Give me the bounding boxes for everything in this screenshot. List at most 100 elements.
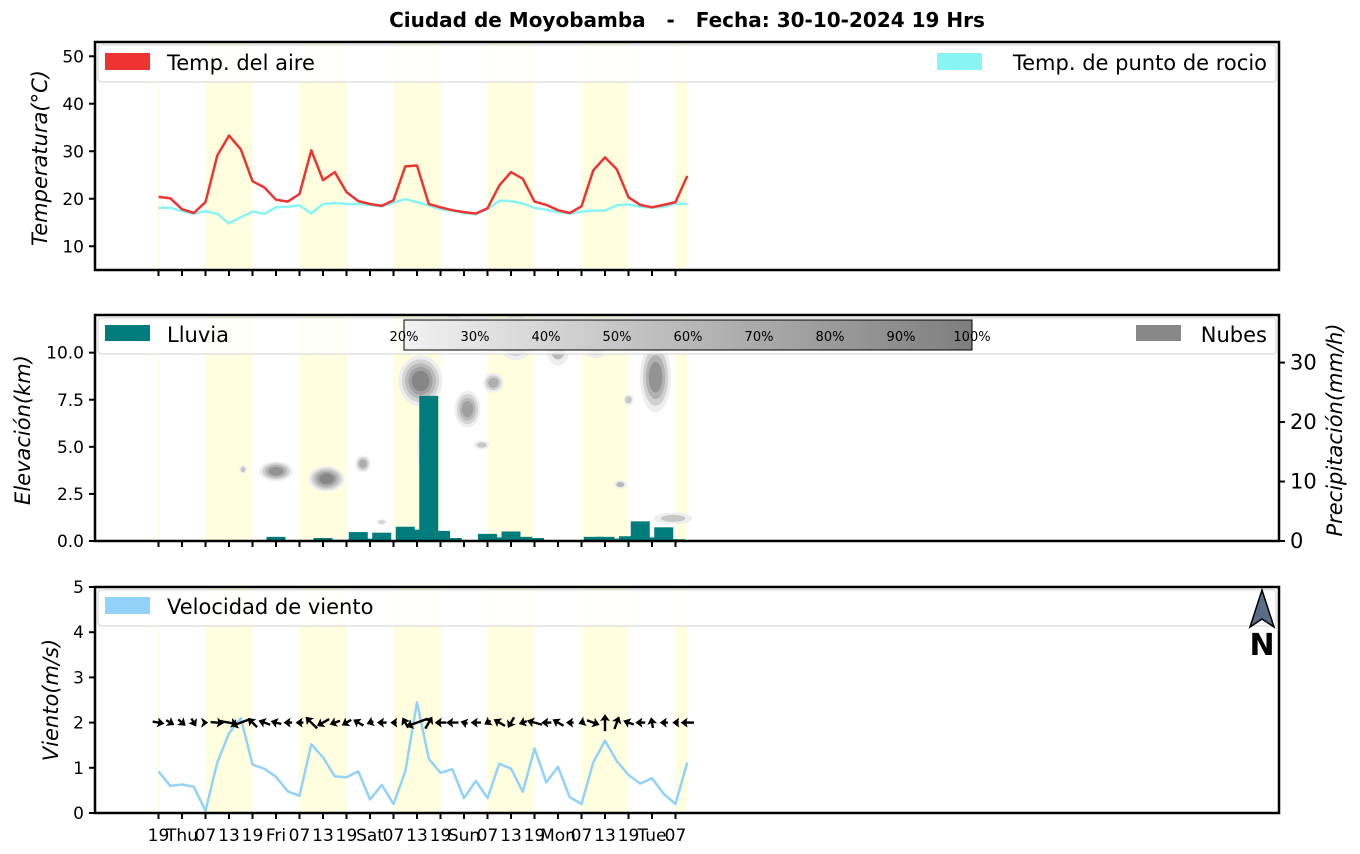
cloud-contour-level [476,442,487,448]
wind-arrow-shape [424,716,434,730]
y-tick-label: 3 [73,668,84,688]
wind-arrow [247,717,258,729]
precipitation-panel: 0.0 2.5 5.0 7.5 10.0 0 10 20 30 Elevación(km) P… [11,313,1347,553]
y-tick-label: 30 [62,142,84,162]
y-tick-label: 10 [62,237,84,257]
wind-arrow [376,717,387,728]
wind-arrow-shape [493,718,506,728]
x-tick-label: 07 [289,826,311,846]
x-tick-label: Thu [165,826,198,846]
x-tick-label: 19 [524,826,546,846]
cloud-contour-level [268,466,284,476]
rain-bar [407,529,427,541]
cloud-patch [473,440,490,450]
wind-arrow-shape [672,717,680,728]
wind-arrow [565,717,574,728]
wind-arrow-shape [353,718,365,728]
temperature-lines [158,134,689,225]
wind-arrow-shape [231,717,251,729]
colorbar-label: 50% [603,330,632,345]
wind-arrow-shape [406,717,429,729]
rain-bar [348,532,368,541]
wind-arrow [623,718,635,728]
wind-arrow-shape [188,717,197,727]
wind-y-label: Viento(m/s) [39,639,63,761]
wind-arrow-shape [460,718,469,729]
rain-bar [478,533,497,541]
y-tick-label: 50 [62,47,84,67]
wind-arrow [635,717,646,728]
rain-bar [313,538,333,541]
cloud-contour-level [648,361,663,393]
cloud-patch [640,341,672,413]
north-label: N [1249,628,1274,663]
rain-bar [372,532,392,541]
wind-arrow [283,717,293,728]
cloud-patch [308,466,345,492]
wind-arrow-shape [329,717,341,727]
temperature-frame [93,40,1281,272]
precipitation-tick-label: 30 [1290,351,1317,375]
wind-arrow-shape [152,717,165,728]
cloud-patch [239,465,247,474]
wind-arrow-shape [366,716,375,727]
wind-direction-arrows [152,714,694,732]
colorbar-label: 30% [461,330,490,345]
elevation-tick-label: 2.5 [57,485,84,505]
wind-arrow-shape [552,718,565,728]
rain-bar [642,537,662,541]
wind-arrow [201,717,209,728]
wind-arrow [647,717,658,729]
daylight-band [675,42,688,270]
x-tick-label: 13 [406,826,428,846]
temperature-y-label: Temperatura(°C) [28,70,52,246]
wind-arrow-shape [390,717,398,728]
x-tick-label: Sun [448,826,480,846]
wind-arrow [353,718,365,728]
rain-bar [489,537,509,541]
elevation-tick-label: 0.0 [57,532,84,552]
x-tick-label: 13 [218,826,240,846]
y-tick-label: 1 [73,759,84,779]
elevation-tick-label: 10.0 [46,344,84,364]
legend-dew-label: Temp. de punto de rocio [1012,51,1267,75]
x-tick-label: 07 [571,826,593,846]
wind-arrow-shape [341,717,352,727]
y-axis-ticks: 10 20 30 40 50 [62,47,95,257]
elevation-tick-label: 5.0 [57,438,84,458]
wind-arrow [406,717,429,729]
legend-cloud-label: Nubes [1201,323,1267,347]
wind-arrow [258,718,271,728]
cloud-patch [653,512,693,525]
x-tick-label: 19 [148,826,170,846]
y-tick-label: 40 [62,95,84,115]
colorbar-label: 20% [390,330,419,345]
wind-arrow [484,716,493,726]
x-tick-label: 13 [500,826,522,846]
precipitation-ticks: 0 10 20 30 [1279,351,1317,553]
cloud-contour-level [359,459,367,469]
wind-arrow [152,717,165,728]
colorbar-label: 80% [816,330,845,345]
wind-arrow-shape [612,716,622,730]
wind-arrow-shape [484,716,493,726]
rain-bar [583,536,603,541]
wind-arrow-shape [434,717,447,728]
wind-frame [93,585,1281,815]
wind-arrow [446,717,459,728]
wind-arrow-shape [635,717,646,728]
wind-arrow [518,716,528,727]
rain-bar [619,536,638,541]
wind-arrow [460,718,469,729]
precipitation-y-label: Precipitación(mm/h) [1323,323,1347,536]
x-tick-label: Sat [356,826,384,846]
daylight-band [675,587,688,813]
y-tick-label: 2 [73,714,84,734]
rain-bar [595,536,615,541]
wind-arrow-shape [316,718,330,727]
wind-arrow-shape [541,717,552,728]
wind-arrow [366,716,375,727]
air-temperature-line [158,134,689,215]
